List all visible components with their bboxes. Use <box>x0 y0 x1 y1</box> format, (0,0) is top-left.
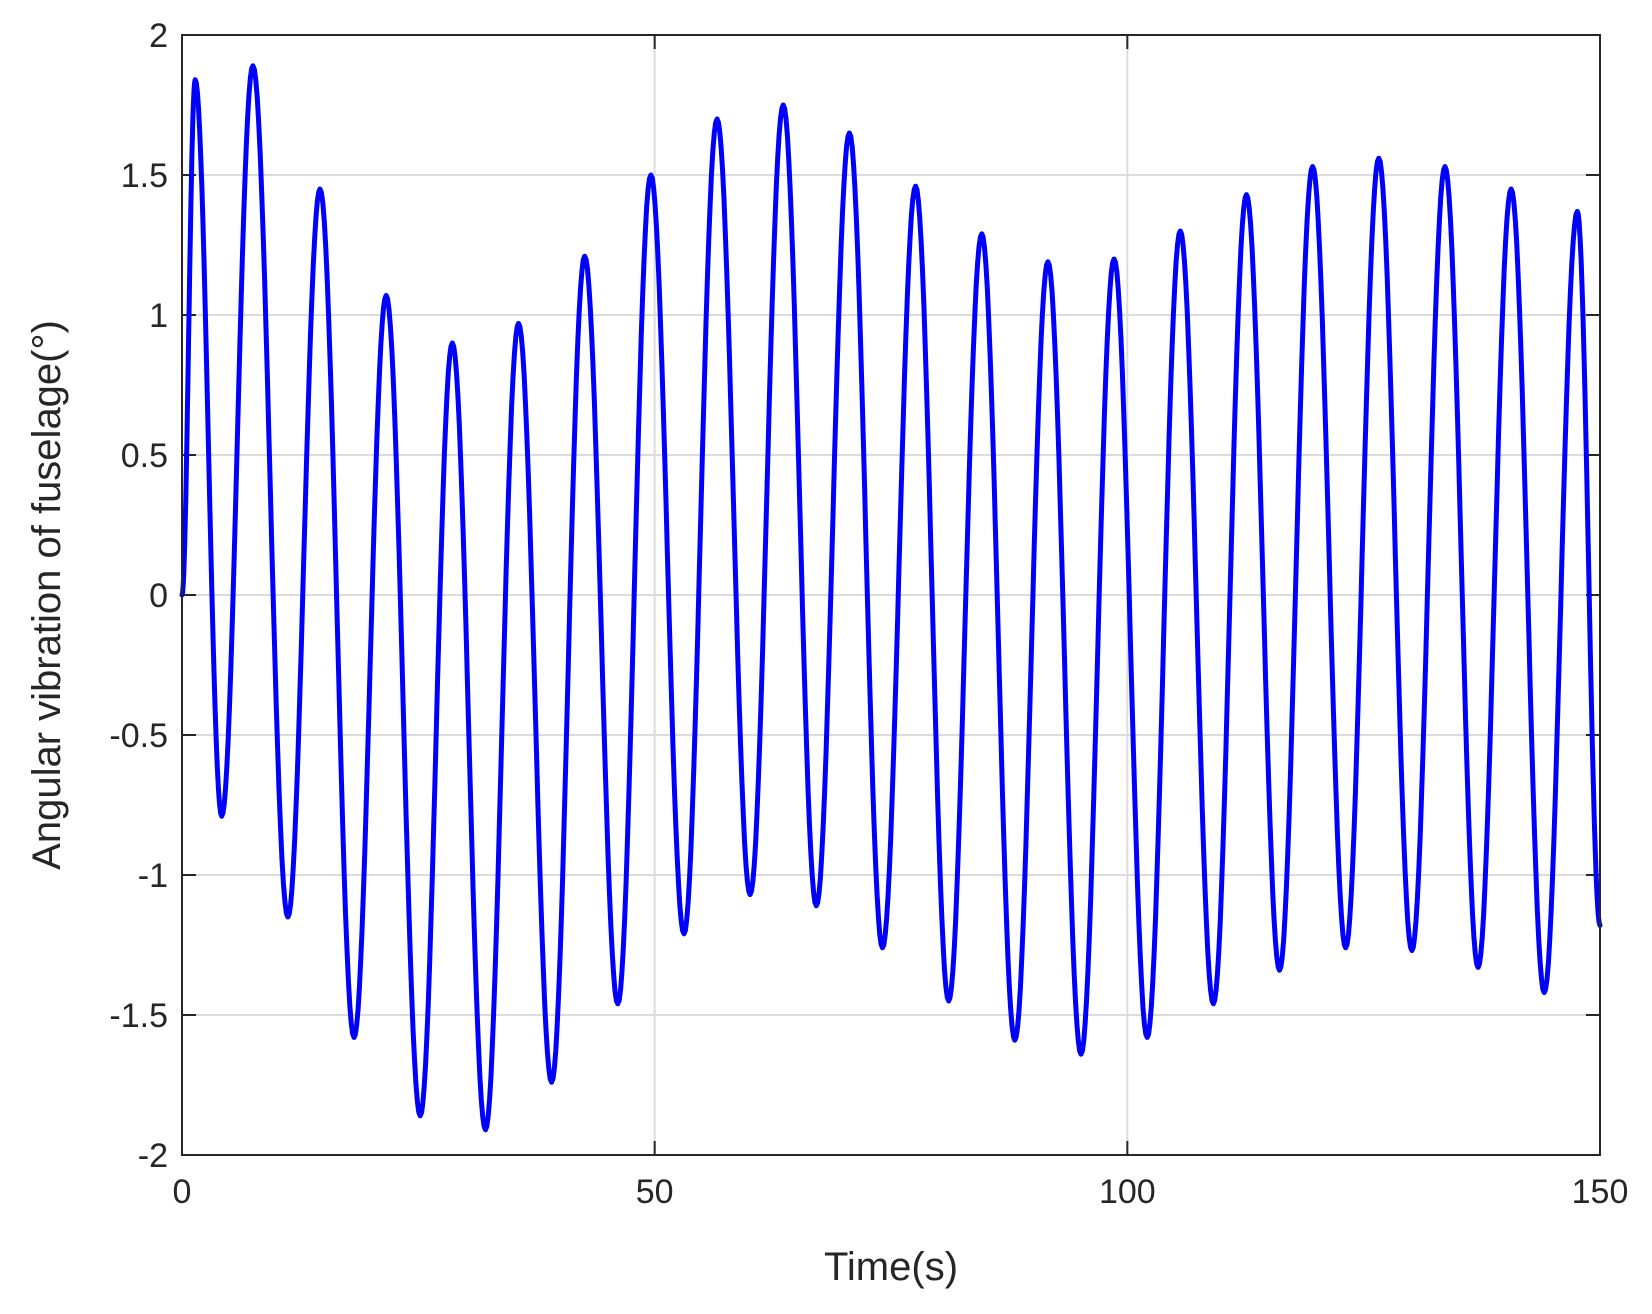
x-axis-title: Time(s) <box>824 1245 958 1289</box>
y-tick-label: 2 <box>149 17 168 55</box>
y-tick-labels: -2 -1.5 -1 -0.5 0 0.5 1 1.5 2 <box>109 17 168 1175</box>
x-tick-label: 0 <box>173 1173 192 1211</box>
x-tick-label: 100 <box>1099 1173 1156 1211</box>
y-tick-label: -2 <box>138 1137 168 1175</box>
y-tick-label: 1 <box>149 297 168 335</box>
y-axis-title: Angular vibration of fuselage(°) <box>25 320 69 870</box>
y-tick-label: -1 <box>138 857 168 895</box>
x-tick-label: 150 <box>1572 1173 1629 1211</box>
x-tick-label: 50 <box>636 1173 674 1211</box>
x-tick-labels: 0 50 100 150 <box>173 1173 1629 1211</box>
series-line <box>179 63 1603 1133</box>
y-tick-label: -1.5 <box>109 997 168 1035</box>
plot-frame <box>181 34 1601 1156</box>
y-tick-label: -0.5 <box>109 717 168 755</box>
y-tick-label: 0.5 <box>121 437 168 475</box>
y-tick-label: 1.5 <box>121 157 168 195</box>
y-tick-label: 0 <box>149 577 168 615</box>
